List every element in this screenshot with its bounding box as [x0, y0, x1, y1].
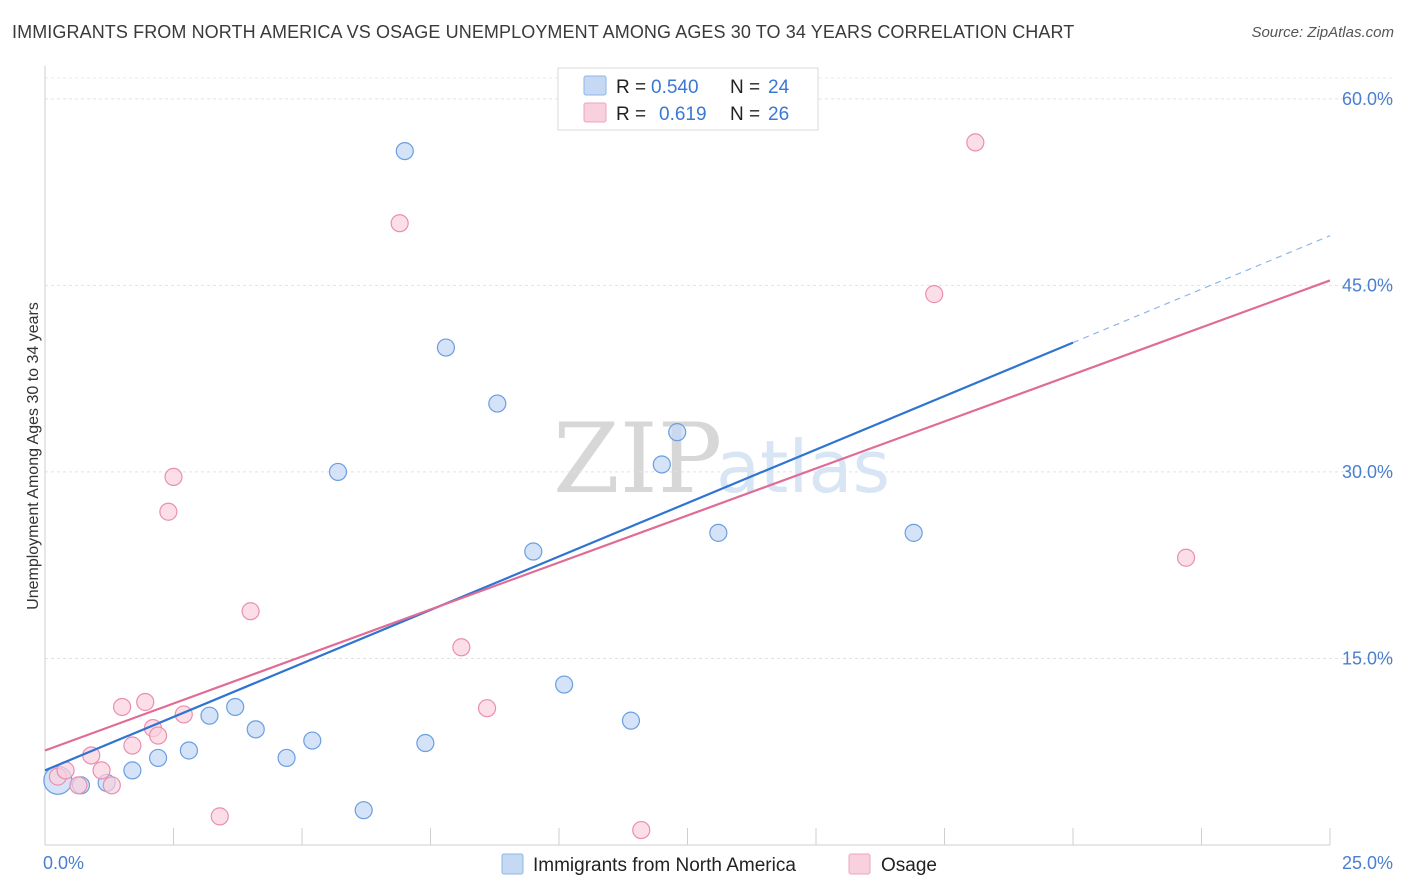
legend-n-label-1: N = [730, 77, 760, 98]
immigrants-point [277, 748, 296, 768]
osage-point [159, 502, 178, 521]
immigrants-point [226, 697, 245, 717]
immigrants-point [652, 455, 671, 474]
immigrants-point [904, 523, 923, 542]
legend-swatch-blue [583, 75, 607, 96]
legend-box: R = 0.540 N = 24 R = 0.619 N = 26 [557, 67, 819, 131]
osage-point [102, 776, 121, 795]
watermark-zip: ZIP [553, 403, 722, 515]
y-tick-label-2: 45.0% [1342, 275, 1393, 295]
immigrants-point [621, 711, 641, 730]
immigrants-point [668, 423, 687, 442]
osage-point [390, 214, 409, 233]
bottom-legend-label-immigrants: Immigrants from North America [533, 855, 796, 876]
series-osage-points [48, 133, 1196, 840]
trend-lines [44, 235, 1331, 772]
chart-title: IMMIGRANTS FROM NORTH AMERICA VS OSAGE U… [12, 22, 1075, 42]
immigrants-point [436, 338, 456, 357]
osage-point [925, 285, 944, 304]
osage-point [92, 761, 111, 780]
osage-point [966, 133, 985, 152]
y-tick-labels: 15.0% 30.0% 45.0% 60.0% [1342, 89, 1393, 669]
immigrants-point [148, 748, 168, 768]
osage-point [452, 638, 471, 657]
immigrants-point [354, 801, 373, 820]
osage-trend-line [44, 279, 1331, 752]
immigrants-trend-line [44, 341, 1074, 772]
osage-point [123, 736, 142, 755]
legend-n-value-1: 24 [768, 77, 790, 98]
immigrants-point [524, 542, 543, 561]
osage-point [136, 692, 155, 712]
legend-r-value-2: 0.619 [659, 104, 707, 125]
legend-swatch-pink [583, 102, 607, 123]
legend-n-value-2: 26 [768, 104, 789, 125]
osage-point [632, 820, 651, 840]
legend-r-label-1: R = [616, 77, 646, 98]
immigrants-point [416, 733, 435, 753]
immigrants-point [303, 731, 322, 750]
immigrants-point [555, 675, 574, 694]
immigrants-point [709, 523, 728, 542]
osage-point [210, 807, 229, 826]
source-credit: Source: ZipAtlas.com [1251, 24, 1394, 41]
y-tick-label-3: 60.0% [1342, 89, 1393, 109]
bottom-legend-swatch-blue [501, 853, 524, 875]
immigrants-point [395, 142, 414, 161]
immigrants-point [179, 741, 199, 760]
osage-point [1176, 548, 1196, 567]
osage-point [148, 726, 168, 745]
gridlines [45, 77, 1392, 659]
osage-point [241, 602, 260, 621]
axes [44, 66, 1331, 846]
legend-r-value-1: 0.540 [651, 77, 699, 98]
bottom-legend-label-osage: Osage [881, 855, 937, 876]
bottom-legend: Immigrants from North America Osage [501, 853, 937, 876]
osage-point [477, 699, 497, 718]
y-tick-label-0: 15.0% [1342, 648, 1393, 668]
legend-r-label-2: R = [616, 104, 646, 125]
y-tick-label-1: 30.0% [1342, 462, 1393, 482]
x-tick-labels: 0.0% 25.0% [43, 853, 1393, 873]
immigrants-point [488, 394, 507, 413]
x-tick-label-0: 0.0% [43, 853, 84, 873]
osage-point [164, 467, 183, 487]
immigrants-point [123, 761, 142, 780]
legend-n-label-2: N = [730, 104, 760, 125]
x-tick-label-1: 25.0% [1342, 853, 1393, 873]
bottom-legend-swatch-pink [848, 853, 871, 875]
y-axis-label: Unemployment Among Ages 30 to 34 years [25, 302, 42, 610]
immigrants-point [246, 720, 265, 739]
immigrants-trend-extension [1072, 235, 1331, 344]
osage-point [69, 776, 88, 795]
osage-point [112, 697, 132, 717]
immigrants-point [328, 462, 348, 482]
immigrants-point [200, 706, 219, 725]
